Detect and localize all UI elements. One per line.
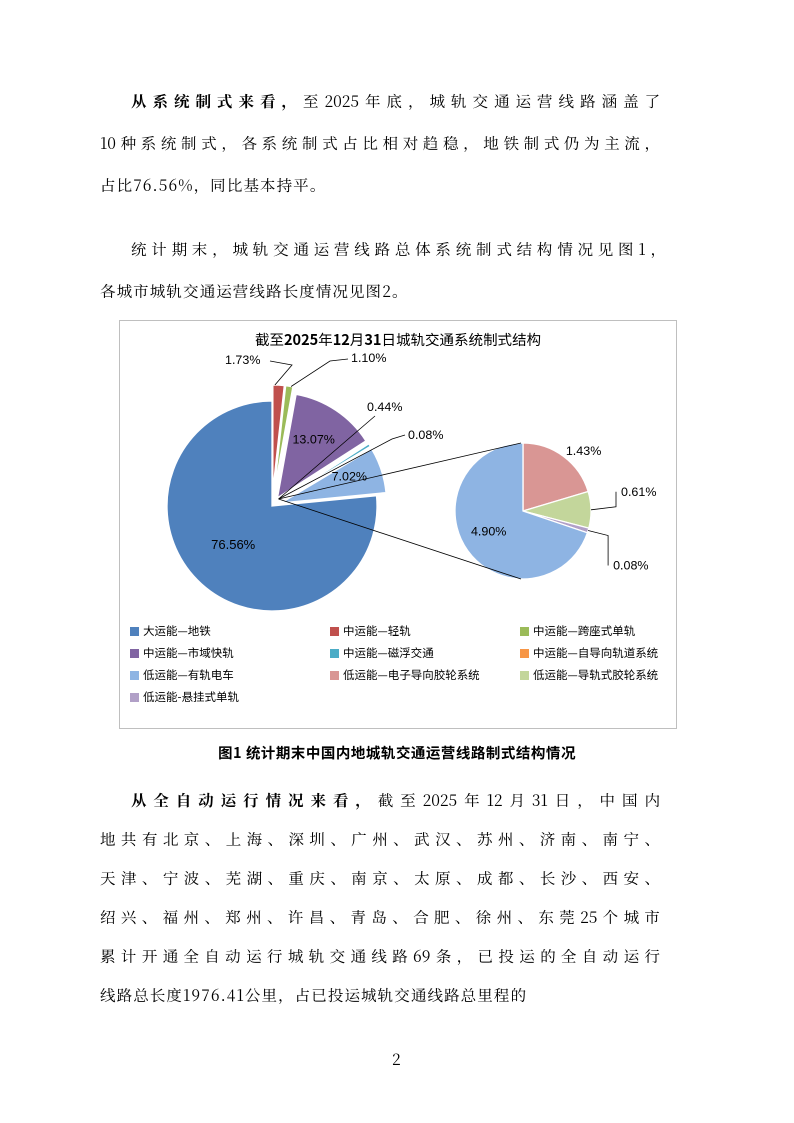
svg-text:中运能—跨座式单轨: 中运能—跨座式单轨 <box>533 623 635 639</box>
svg-text:低运能—电子导向胶轮系统: 低运能—电子导向胶轮系统 <box>343 667 480 683</box>
svg-text:13.07%: 13.07% <box>292 433 335 447</box>
svg-text:中运能—轻轨: 中运能—轻轨 <box>343 623 411 639</box>
svg-text:低运能-悬挂式单轨: 低运能-悬挂式单轨 <box>143 689 239 705</box>
svg-text:低运能—有轨电车: 低运能—有轨电车 <box>143 667 234 683</box>
svg-text:4.90%: 4.90% <box>471 525 507 539</box>
svg-text:大运能—地铁: 大运能—地铁 <box>143 623 211 639</box>
svg-text:0.08%: 0.08% <box>408 428 444 442</box>
svg-text:0.61%: 0.61% <box>621 485 657 499</box>
svg-text:中运能—磁浮交通: 中运能—磁浮交通 <box>343 645 434 661</box>
svg-text:76.56%: 76.56% <box>211 537 256 552</box>
svg-text:0.44%: 0.44% <box>367 400 403 414</box>
svg-text:截至2025年12月31日城轨交通系统制式结构: 截至2025年12月31日城轨交通系统制式结构 <box>255 329 541 350</box>
svg-text:1.43%: 1.43% <box>566 444 602 458</box>
svg-text:中运能—自导向轨道系统: 中运能—自导向轨道系统 <box>533 645 659 661</box>
svg-text:中运能—市域快轨: 中运能—市域快轨 <box>143 645 234 661</box>
svg-text:1.73%: 1.73% <box>225 353 261 367</box>
svg-text:低运能—导轨式胶轮系统: 低运能—导轨式胶轮系统 <box>533 667 659 683</box>
svg-text:0.08%: 0.08% <box>613 559 649 573</box>
svg-text:1.10%: 1.10% <box>351 351 387 365</box>
svg-text:7.02%: 7.02% <box>332 470 368 484</box>
